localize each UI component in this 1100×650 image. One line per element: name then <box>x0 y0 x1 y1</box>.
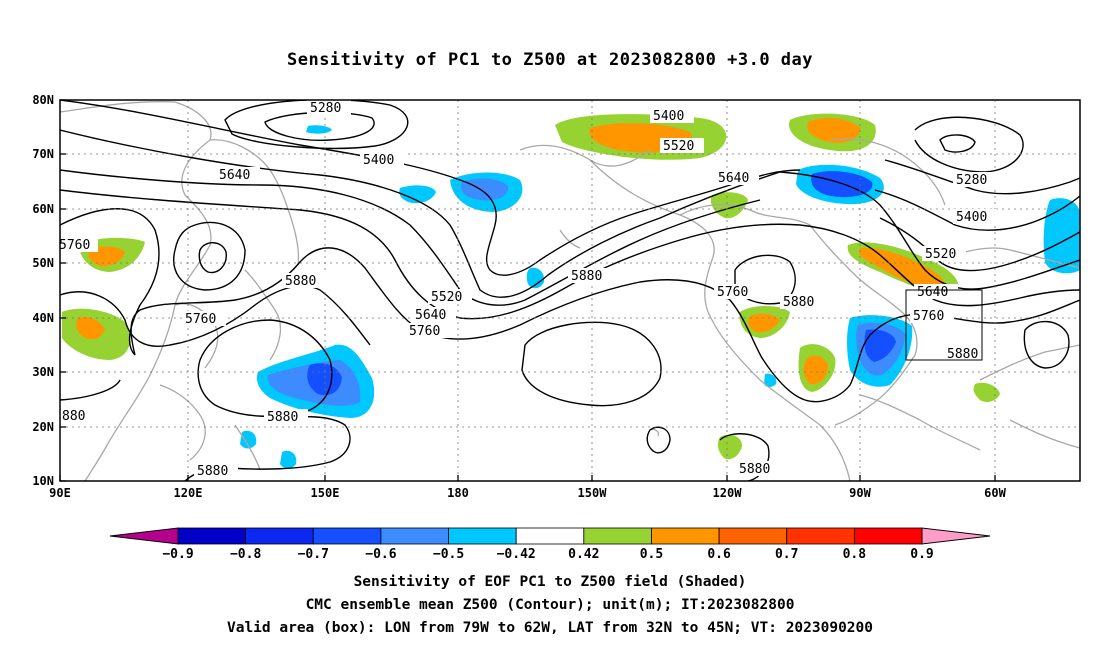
contour-label: 5280 <box>310 101 341 116</box>
negative-patch <box>240 430 257 449</box>
footer-line-1: Sensitivity of EOF PC1 to Z500 field (Sh… <box>353 574 747 590</box>
lon-label: 180 <box>447 486 469 500</box>
latitude-labels: 80N 70N 60N 50N 40N 30N 20N 10N <box>32 93 54 488</box>
colorbar-label: −0.6 <box>365 547 396 562</box>
contour-label: 5760 <box>185 312 216 327</box>
contour-label: 5400 <box>363 153 394 168</box>
colorbar-arrow-high <box>921 527 991 545</box>
colorbar-label: 0.9 <box>910 547 933 562</box>
colorbar-box <box>786 527 855 545</box>
lon-label: 120W <box>713 486 743 500</box>
negative-patch <box>460 178 509 201</box>
contour-label: 880 <box>62 409 85 424</box>
lat-label: 10N <box>32 474 54 488</box>
colorbar-box <box>380 527 449 545</box>
contour-label: 5760 <box>717 285 748 300</box>
positive-patch <box>973 382 1000 402</box>
positive-patch <box>858 247 945 289</box>
positive-patch <box>75 316 105 340</box>
contour-labels: 5280 5280 5400 5400 5400 5520 5520 5520 … <box>58 100 997 479</box>
contour-label: 5640 <box>415 308 446 323</box>
positive-patch <box>748 313 780 333</box>
negative-patch <box>764 373 777 387</box>
lon-label: 150E <box>311 486 340 500</box>
colorbar-label: −0.8 <box>230 547 261 562</box>
colorbar-label: −0.7 <box>298 547 329 562</box>
negative-patch <box>1043 198 1080 274</box>
figure-title: Sensitivity of PC1 to Z500 at 2023082800… <box>286 50 813 70</box>
colorbar-label: 0.7 <box>775 547 798 562</box>
footer-line-3: Valid area (box): LON from 79W to 62W, L… <box>226 620 873 636</box>
colorbar-box <box>651 527 720 545</box>
colorbar-label: −0.9 <box>162 547 193 562</box>
colorbar-label: 0.8 <box>843 547 867 562</box>
contour-label: 5520 <box>925 247 956 262</box>
colorbar-arrow-low <box>109 527 179 545</box>
contour-label: 5880 <box>285 274 316 289</box>
lat-label: 80N <box>32 93 54 107</box>
lat-label: 60N <box>32 202 54 216</box>
colorbar-box <box>177 527 247 545</box>
contour-label: 5520 <box>663 139 694 154</box>
contour-label: 5760 <box>59 238 90 253</box>
valid-area-box <box>905 289 983 361</box>
contour-label: 5760 <box>913 309 944 324</box>
negative-patch <box>864 329 896 362</box>
contour-label: 5400 <box>956 210 987 225</box>
colorbar-label: 0.42 <box>568 547 599 562</box>
contour-label: 5880 <box>739 462 770 477</box>
contour-label: 5760 <box>409 324 440 339</box>
lon-label: 60W <box>984 486 1006 500</box>
colorbar-box <box>515 527 585 545</box>
lat-lon-grid <box>60 100 1080 481</box>
contour-label: 5880 <box>571 269 602 284</box>
contour-label: 5880 <box>783 295 814 310</box>
lon-label: 150W <box>578 486 608 500</box>
contour-label: 5400 <box>653 109 684 124</box>
colorbar-box <box>853 527 923 545</box>
lat-label: 20N <box>32 420 54 434</box>
lon-label: 90W <box>849 486 871 500</box>
colorbar-label: 0.6 <box>707 547 731 562</box>
contour-label: 5640 <box>917 285 948 300</box>
positive-patch <box>717 434 742 460</box>
lat-label: 70N <box>32 147 54 161</box>
colorbar-box <box>245 527 314 545</box>
contour-label: 5880 <box>947 347 978 362</box>
lat-label: 30N <box>32 365 54 379</box>
negative-patch <box>280 450 297 469</box>
colorbar-box <box>583 527 652 545</box>
colorbar: −0.9 −0.8 −0.7 −0.6 −0.5 −0.42 0.42 0.5 0.6 0.7 0.… <box>109 527 991 562</box>
lon-label: 120E <box>174 486 203 500</box>
colorbar-box <box>312 527 382 545</box>
colorbar-box <box>448 527 517 545</box>
contour-label: 5280 <box>956 173 987 188</box>
contour-label: 5520 <box>431 290 462 305</box>
colorbar-label: −0.5 <box>433 547 464 562</box>
contour-label: 5880 <box>197 464 228 479</box>
lat-label: 50N <box>32 256 54 270</box>
footer-line-2: CMC ensemble mean Z500 (Contour); unit(m… <box>305 597 795 613</box>
axis-ticks <box>59 99 996 482</box>
positive-patch <box>807 118 860 143</box>
contour-label: 5640 <box>219 168 250 183</box>
contour-label: 5640 <box>718 171 749 186</box>
colorbar-label: 0.5 <box>640 547 663 562</box>
map-frame <box>59 99 1081 482</box>
negative-patch <box>399 185 436 204</box>
negative-patch <box>526 267 545 289</box>
lat-label: 40N <box>32 311 54 325</box>
contour-label: 5880 <box>267 410 298 425</box>
lon-label: 90E <box>49 486 71 500</box>
longitude-labels: 90E 120E 150E 180 150W 120W 90W 60W <box>49 486 1006 500</box>
negative-patch <box>306 125 332 134</box>
colorbar-label: −0.42 <box>497 547 536 562</box>
positive-patch <box>803 355 828 385</box>
colorbar-box <box>718 527 788 545</box>
negative-patch <box>307 363 342 396</box>
